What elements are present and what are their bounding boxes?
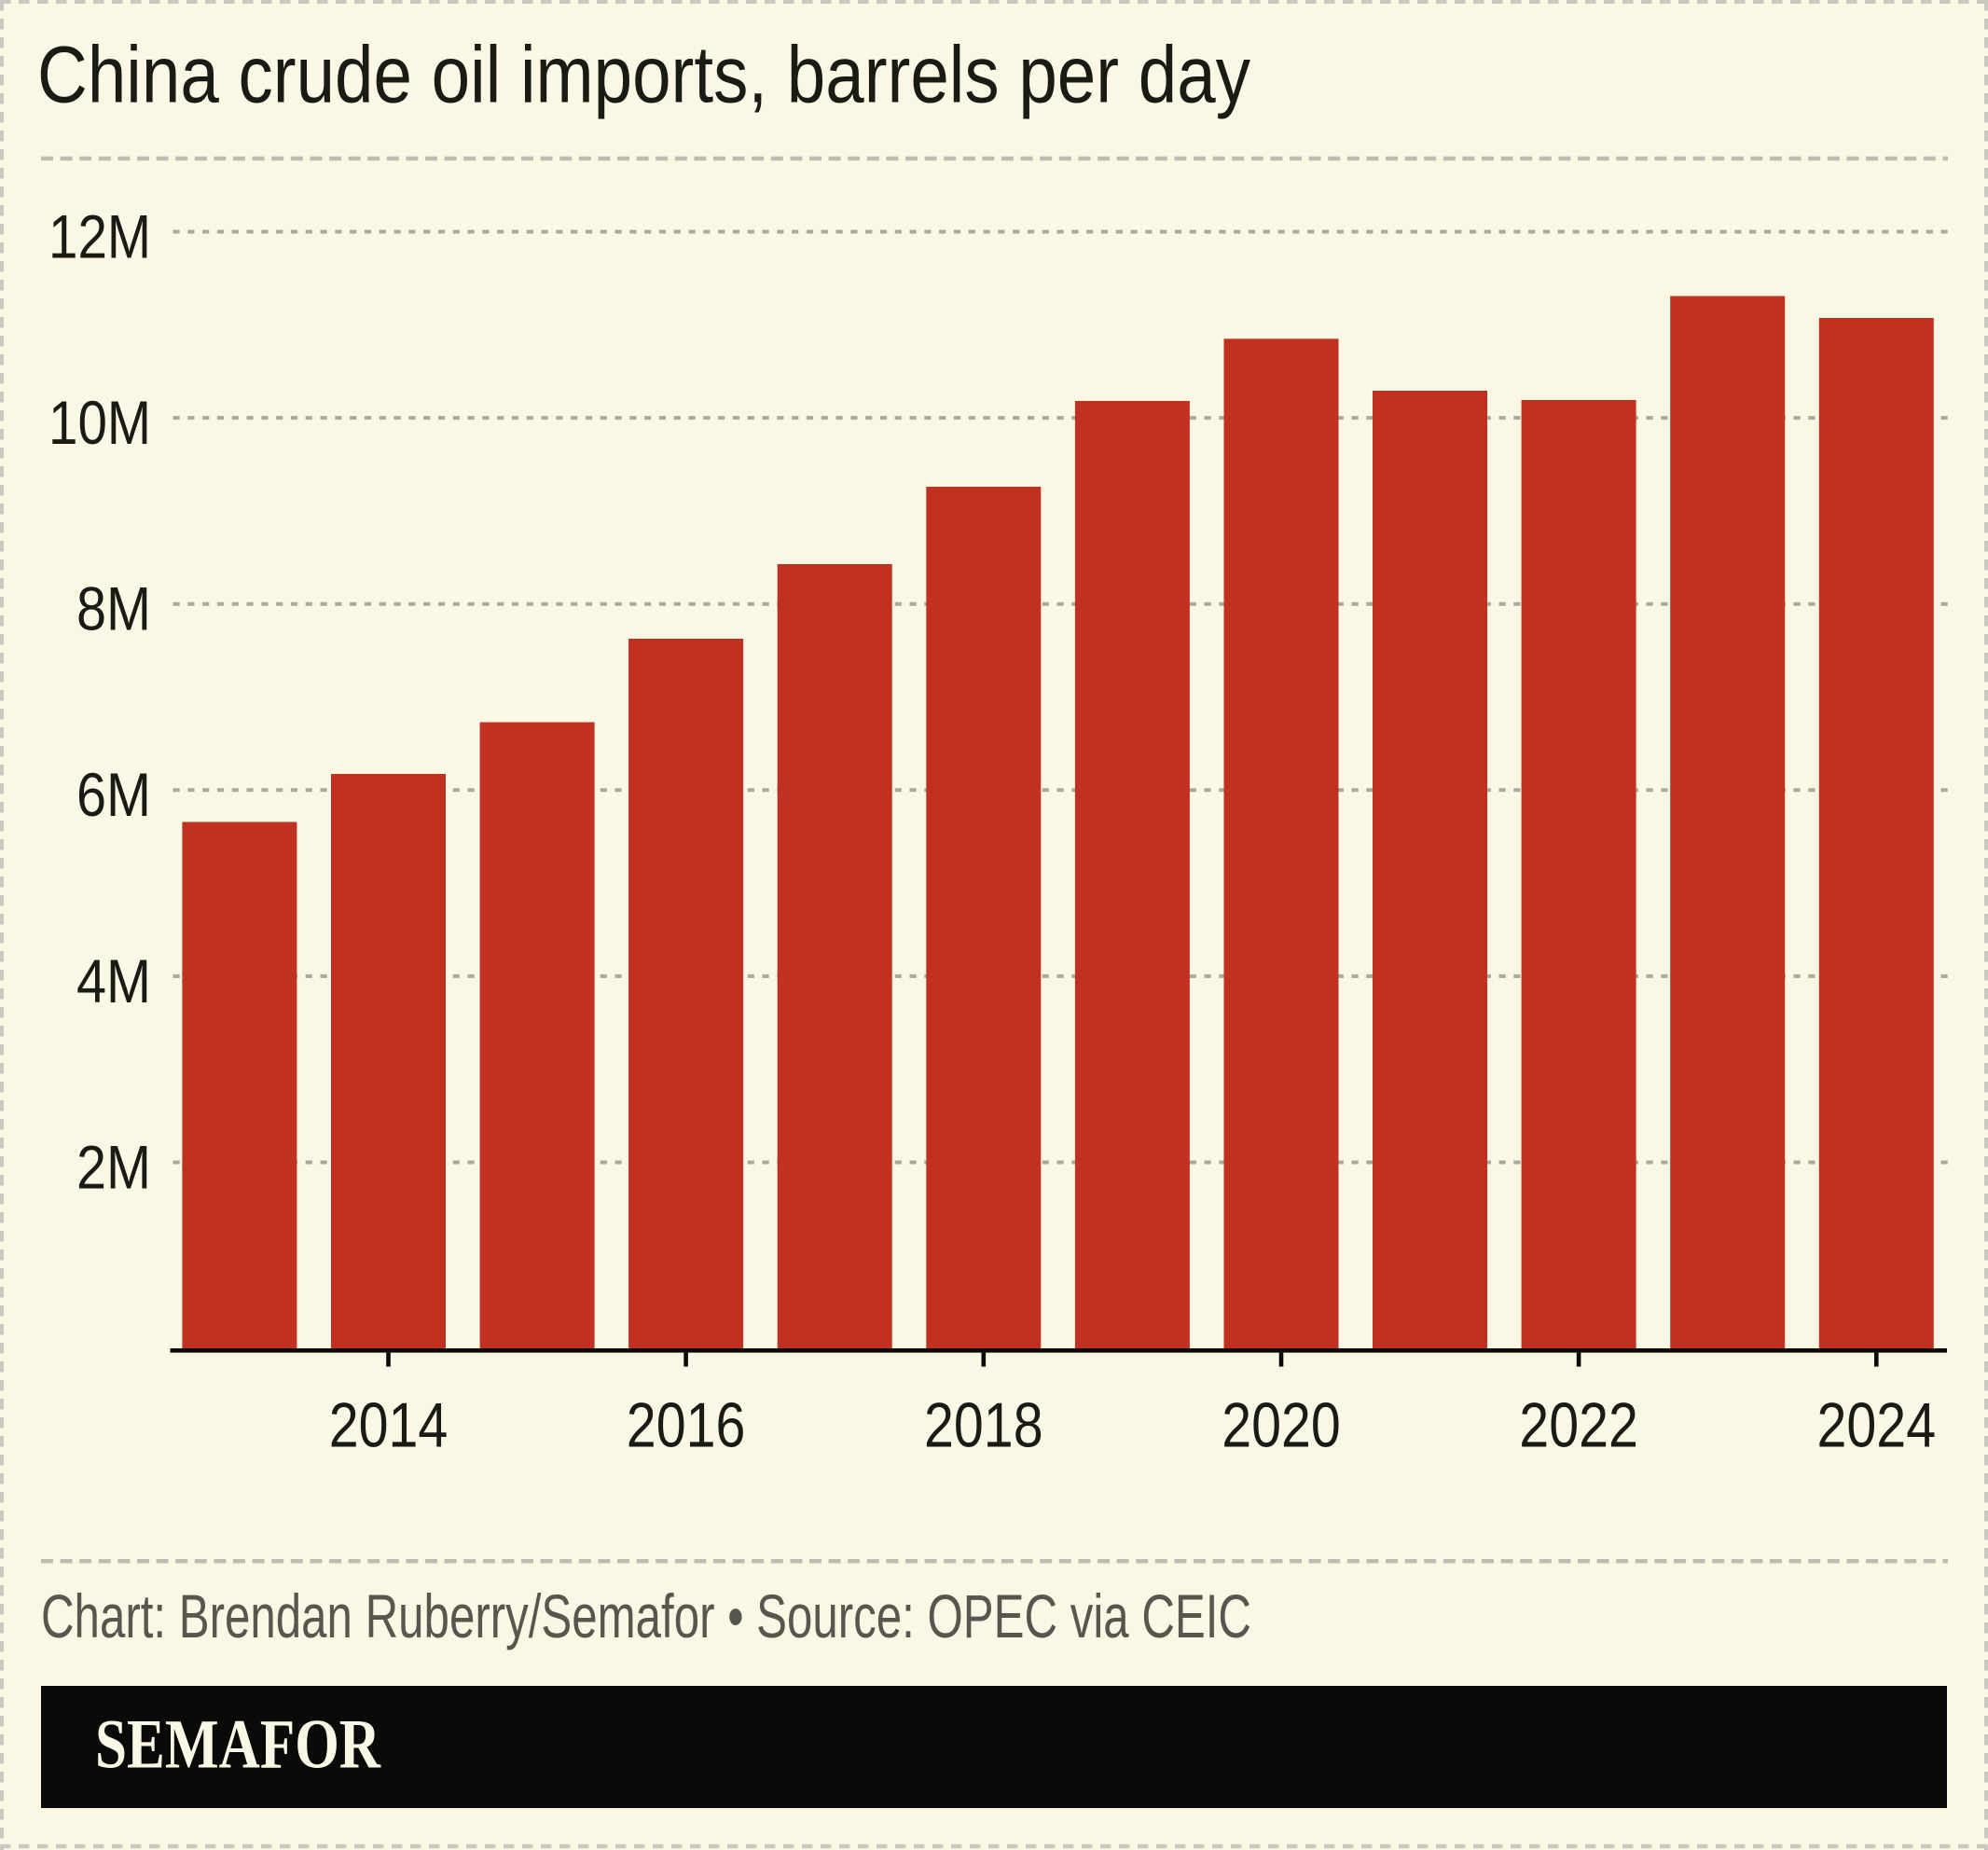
svg-text:2018: 2018 [924,1390,1043,1460]
svg-text:2022: 2022 [1519,1390,1638,1460]
svg-text:Chart: Brendan Ruberry/Semafor: Chart: Brendan Ruberry/Semafor • Source:… [41,1581,1251,1650]
svg-text:8M: 8M [76,574,151,643]
svg-text:12M: 12M [48,201,151,270]
svg-text:2024: 2024 [1817,1390,1937,1460]
svg-text:2016: 2016 [627,1390,746,1460]
svg-text:China crude oil imports, barre: China crude oil imports, barrels per day [37,30,1250,119]
svg-text:SEMAFOR: SEMAFOR [95,1705,381,1783]
svg-text:2020: 2020 [1222,1390,1341,1460]
svg-text:4M: 4M [76,946,151,1015]
svg-text:6M: 6M [76,760,151,829]
svg-text:2M: 2M [76,1132,151,1201]
svg-text:10M: 10M [48,388,151,457]
svg-text:2014: 2014 [329,1390,449,1460]
